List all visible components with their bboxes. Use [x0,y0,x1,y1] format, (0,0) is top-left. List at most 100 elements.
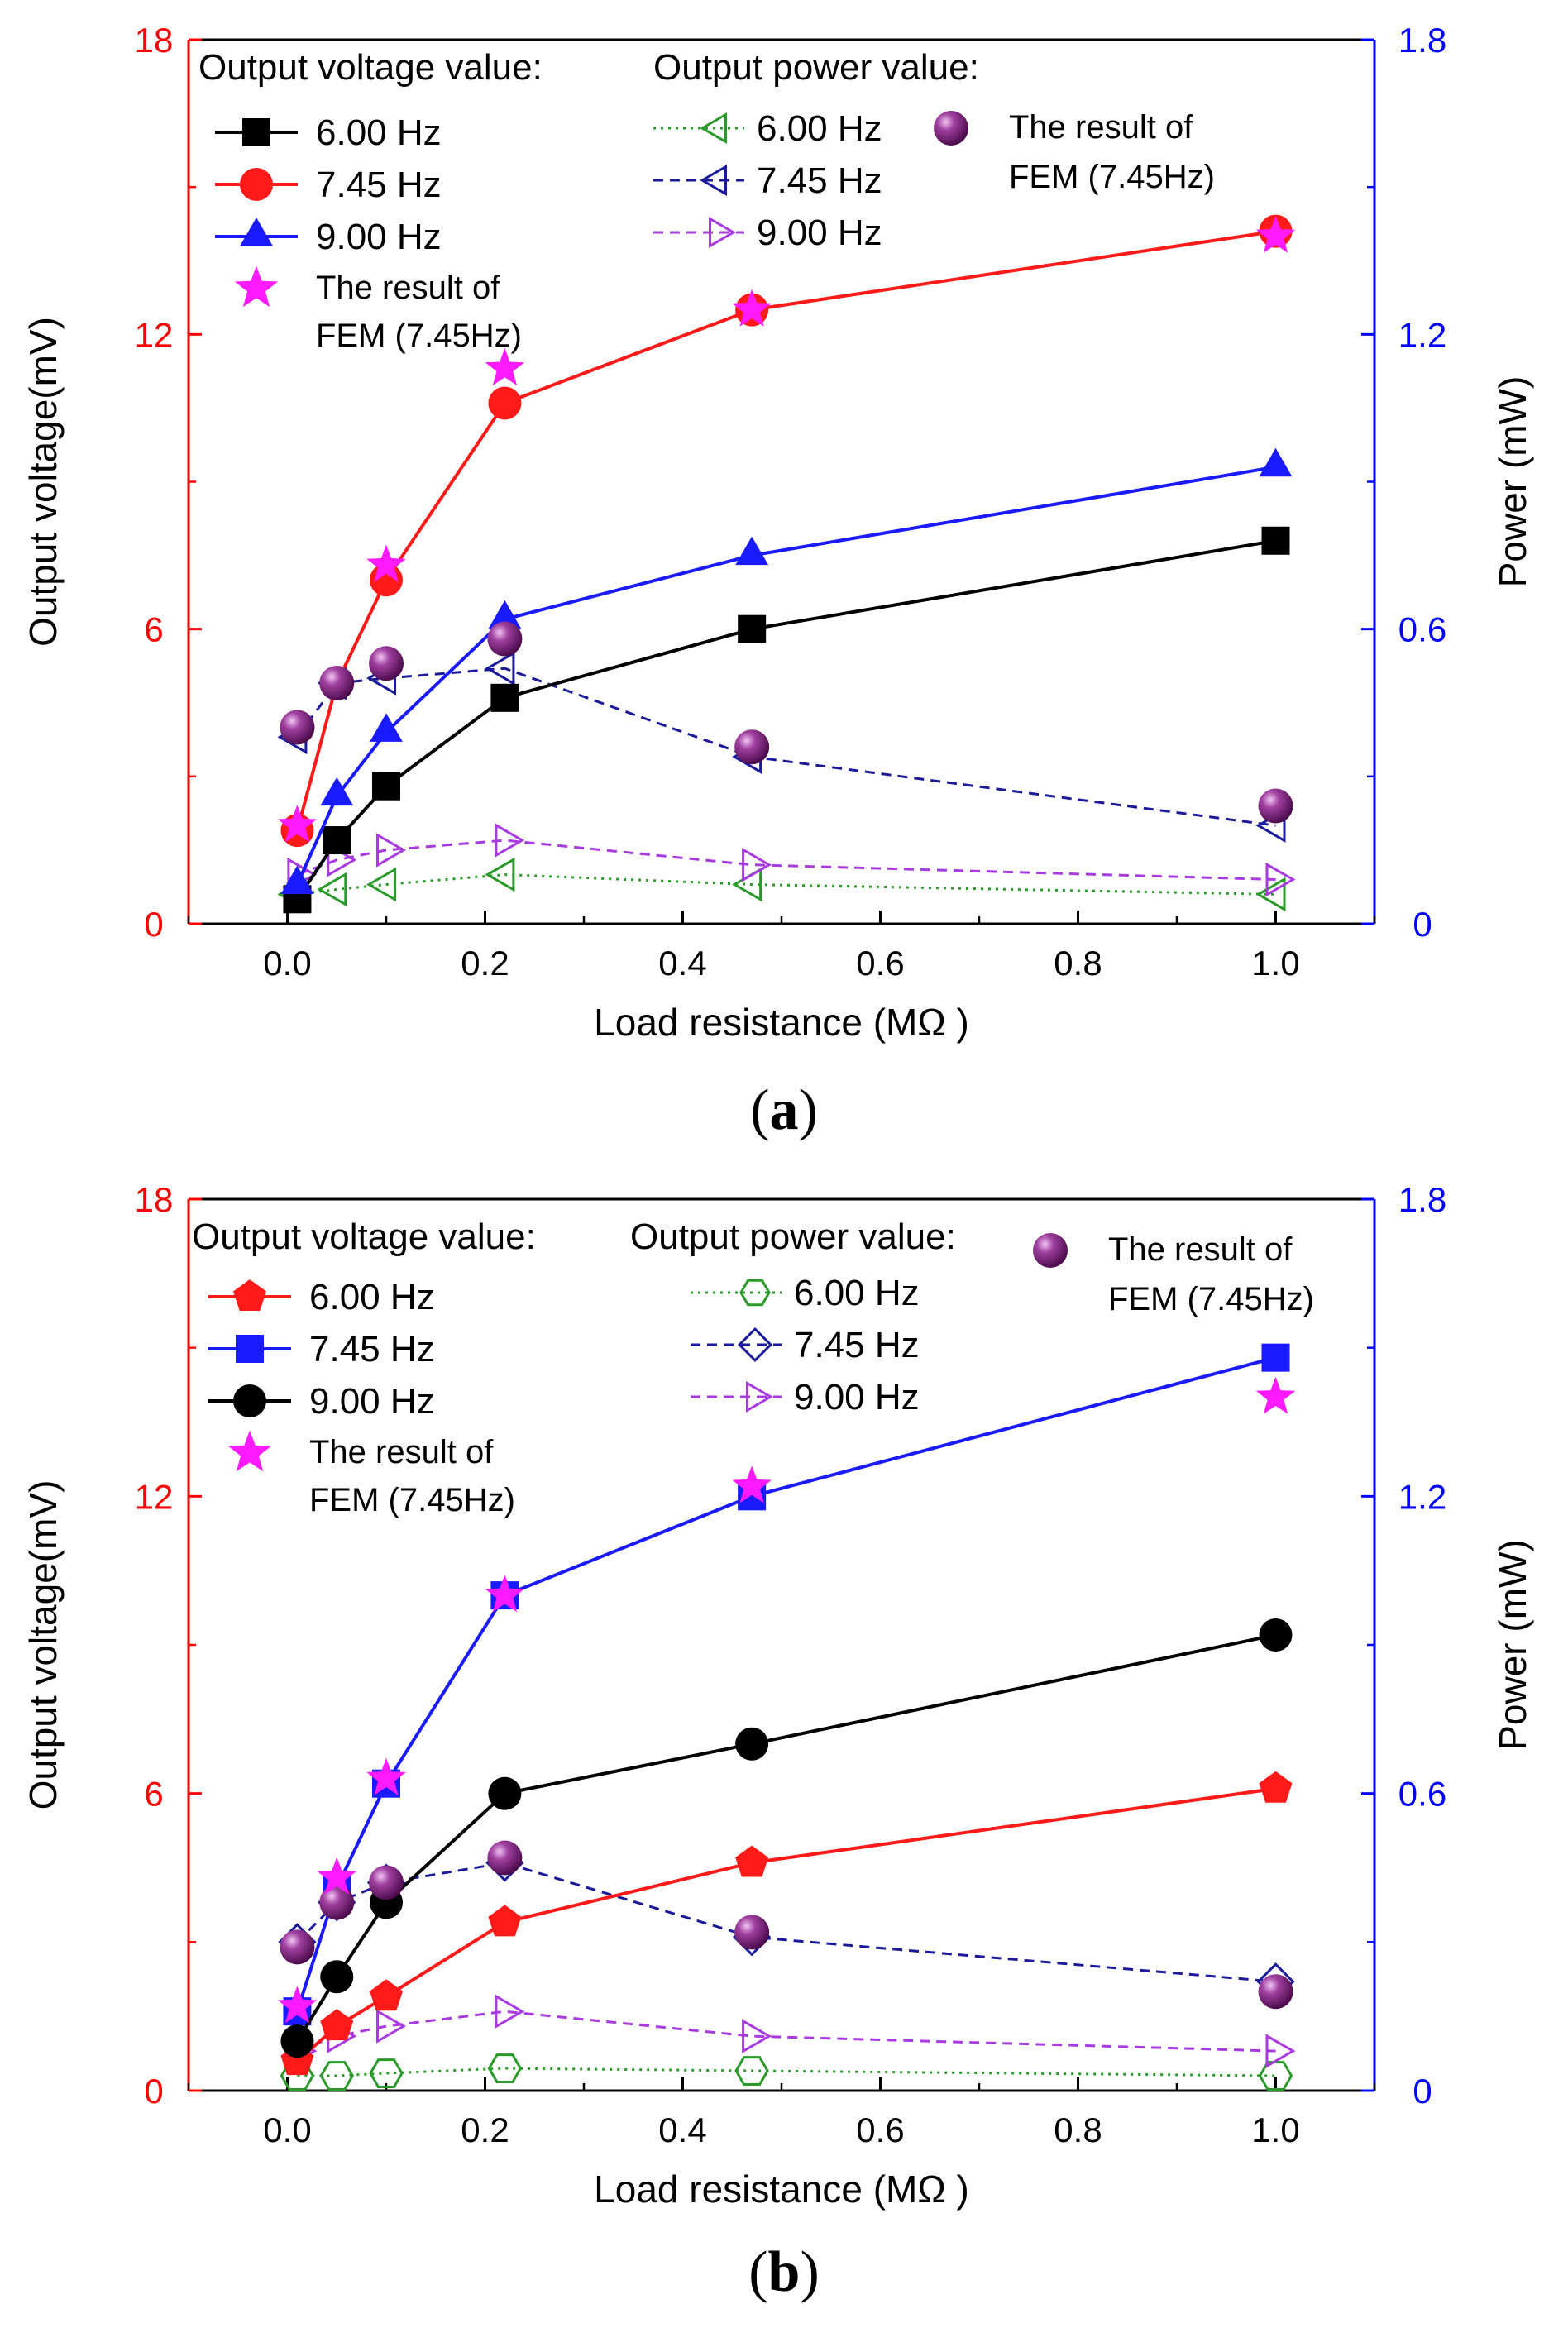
voltage-fem-point [1255,215,1296,253]
x-tick-label: 0.2 [461,944,509,982]
voltage-point [370,713,403,742]
voltage-point [488,1905,522,1937]
y-right-axis-title: Power (mW) [1491,1539,1534,1751]
legend-power-marker [709,217,736,248]
voltage-point [1259,447,1293,477]
voltage-point [1259,1618,1293,1652]
power-fem-point [734,729,770,765]
voltage-point [488,386,522,420]
legend-voltage-fem-label-2: FEM (7.45Hz) [316,318,522,354]
y-left-tick-label: 12 [135,315,174,354]
power-point [1255,877,1286,912]
voltage-point [488,1776,522,1810]
legend-power-marker [700,165,727,196]
x-tick-label: 0.2 [461,2110,509,2149]
voltage-point [320,777,354,806]
power-fem-point [280,710,315,745]
legend-voltage-label: 9.00 Hz [316,217,442,257]
x-tick-label: 0.0 [263,944,311,982]
voltage-point [1261,526,1290,555]
y-right-axis-title: Power (mW) [1491,376,1534,588]
voltage-point [1259,1771,1293,1803]
y-left-tick-label: 18 [135,1180,174,1219]
power-fem-point [1258,788,1293,824]
voltage-point [738,614,767,643]
legend-voltage-fem-label-1: The result of [309,1434,494,1470]
legend-power-marker [746,1381,773,1413]
caption-letter: a [770,1078,799,1142]
power-point [369,2058,404,2088]
legend-voltage-marker [240,168,273,201]
y-right-tick-label: 0 [1413,905,1432,944]
voltage-point [280,865,314,894]
power-point [742,847,772,882]
y-right-tick-label: 1.8 [1398,1180,1446,1219]
voltage-fem-point [277,805,318,843]
caption-open-paren: ( [750,1078,769,1142]
power-point [742,2019,772,2053]
power-fem-point [487,1840,523,1876]
legend-power-marker [700,112,727,144]
voltage-fem-point [1255,1376,1296,1414]
x-axis-title: Load resistance (MΩ ) [594,1001,969,1044]
legend-voltage-label: 6.00 Hz [316,112,442,153]
voltage-fem-point [366,544,406,582]
power-point [1265,862,1296,897]
power-point [317,872,347,907]
power-fem-point [319,665,355,700]
power-point [366,867,396,902]
voltage-point [372,772,400,801]
voltage-point [1261,1343,1290,1372]
legend-power-fem-marker [1033,1233,1068,1268]
voltage-fem-point [277,1986,318,2024]
x-tick-label: 0.4 [658,944,706,982]
legend-voltage-label: 9.00 Hz [309,1381,435,1422]
panel-caption: (b) [748,2240,820,2304]
power-point [487,2053,523,2083]
caption-close-paren: ) [799,1078,818,1142]
legend-power-label: 7.45 Hz [757,160,882,201]
voltage-point [735,1845,769,1877]
power-series-line-2 [296,839,1276,881]
y-right-tick-label: 1.2 [1398,315,1446,354]
voltage-series-line-2 [295,1633,1276,2043]
legend-power-fem-label-2: FEM (7.45Hz) [1009,159,1215,195]
power-point [495,1994,525,2029]
legend-voltage-title: Output voltage value: [198,47,543,88]
legend-voltage-label: 7.45 Hz [316,165,442,205]
legend-power-title: Output power value: [653,47,979,88]
x-tick-label: 0.4 [658,2110,706,2149]
caption-close-paren: ) [800,2240,819,2304]
power-series-line-0 [297,873,1276,896]
voltage-fem-point [317,1857,356,1895]
voltage-fem-point [366,1757,406,1795]
x-tick-label: 0.6 [856,2110,904,2149]
legend-voltage-marker [233,1384,266,1417]
power-point [1265,2034,1296,2068]
voltage-point [323,826,351,855]
y-right-tick-label: 0 [1413,2072,1432,2110]
voltage-series-line-2 [295,465,1276,886]
y-left-tick-label: 0 [144,905,163,944]
legend-power-label: 9.00 Hz [794,1377,920,1417]
power-point [376,2009,407,2044]
voltage-series-line-1 [295,229,1276,831]
x-tick-label: 1.0 [1251,2110,1299,2149]
legend-voltage-fem-marker [234,265,279,308]
power-fem-point [734,1915,770,1950]
legend-power-title: Output power value: [630,1217,956,1257]
legend-voltage-marker [236,1335,264,1363]
voltage-point [280,2024,314,2058]
y-right-tick-label: 0.6 [1398,610,1446,649]
legend-power-label: 6.00 Hz [794,1273,920,1313]
power-series-line-2 [296,2010,1276,2053]
legend-power-marker [739,1279,771,1307]
voltage-fem-point [732,289,772,327]
x-tick-label: 1.0 [1251,944,1299,982]
legend-voltage-title: Output voltage value: [192,1217,536,1257]
voltage-point [320,1960,354,1994]
x-axis-title: Load resistance (MΩ ) [594,2168,969,2211]
legend-voltage-fem-label-1: The result of [316,270,500,306]
power-point [1258,2061,1293,2091]
